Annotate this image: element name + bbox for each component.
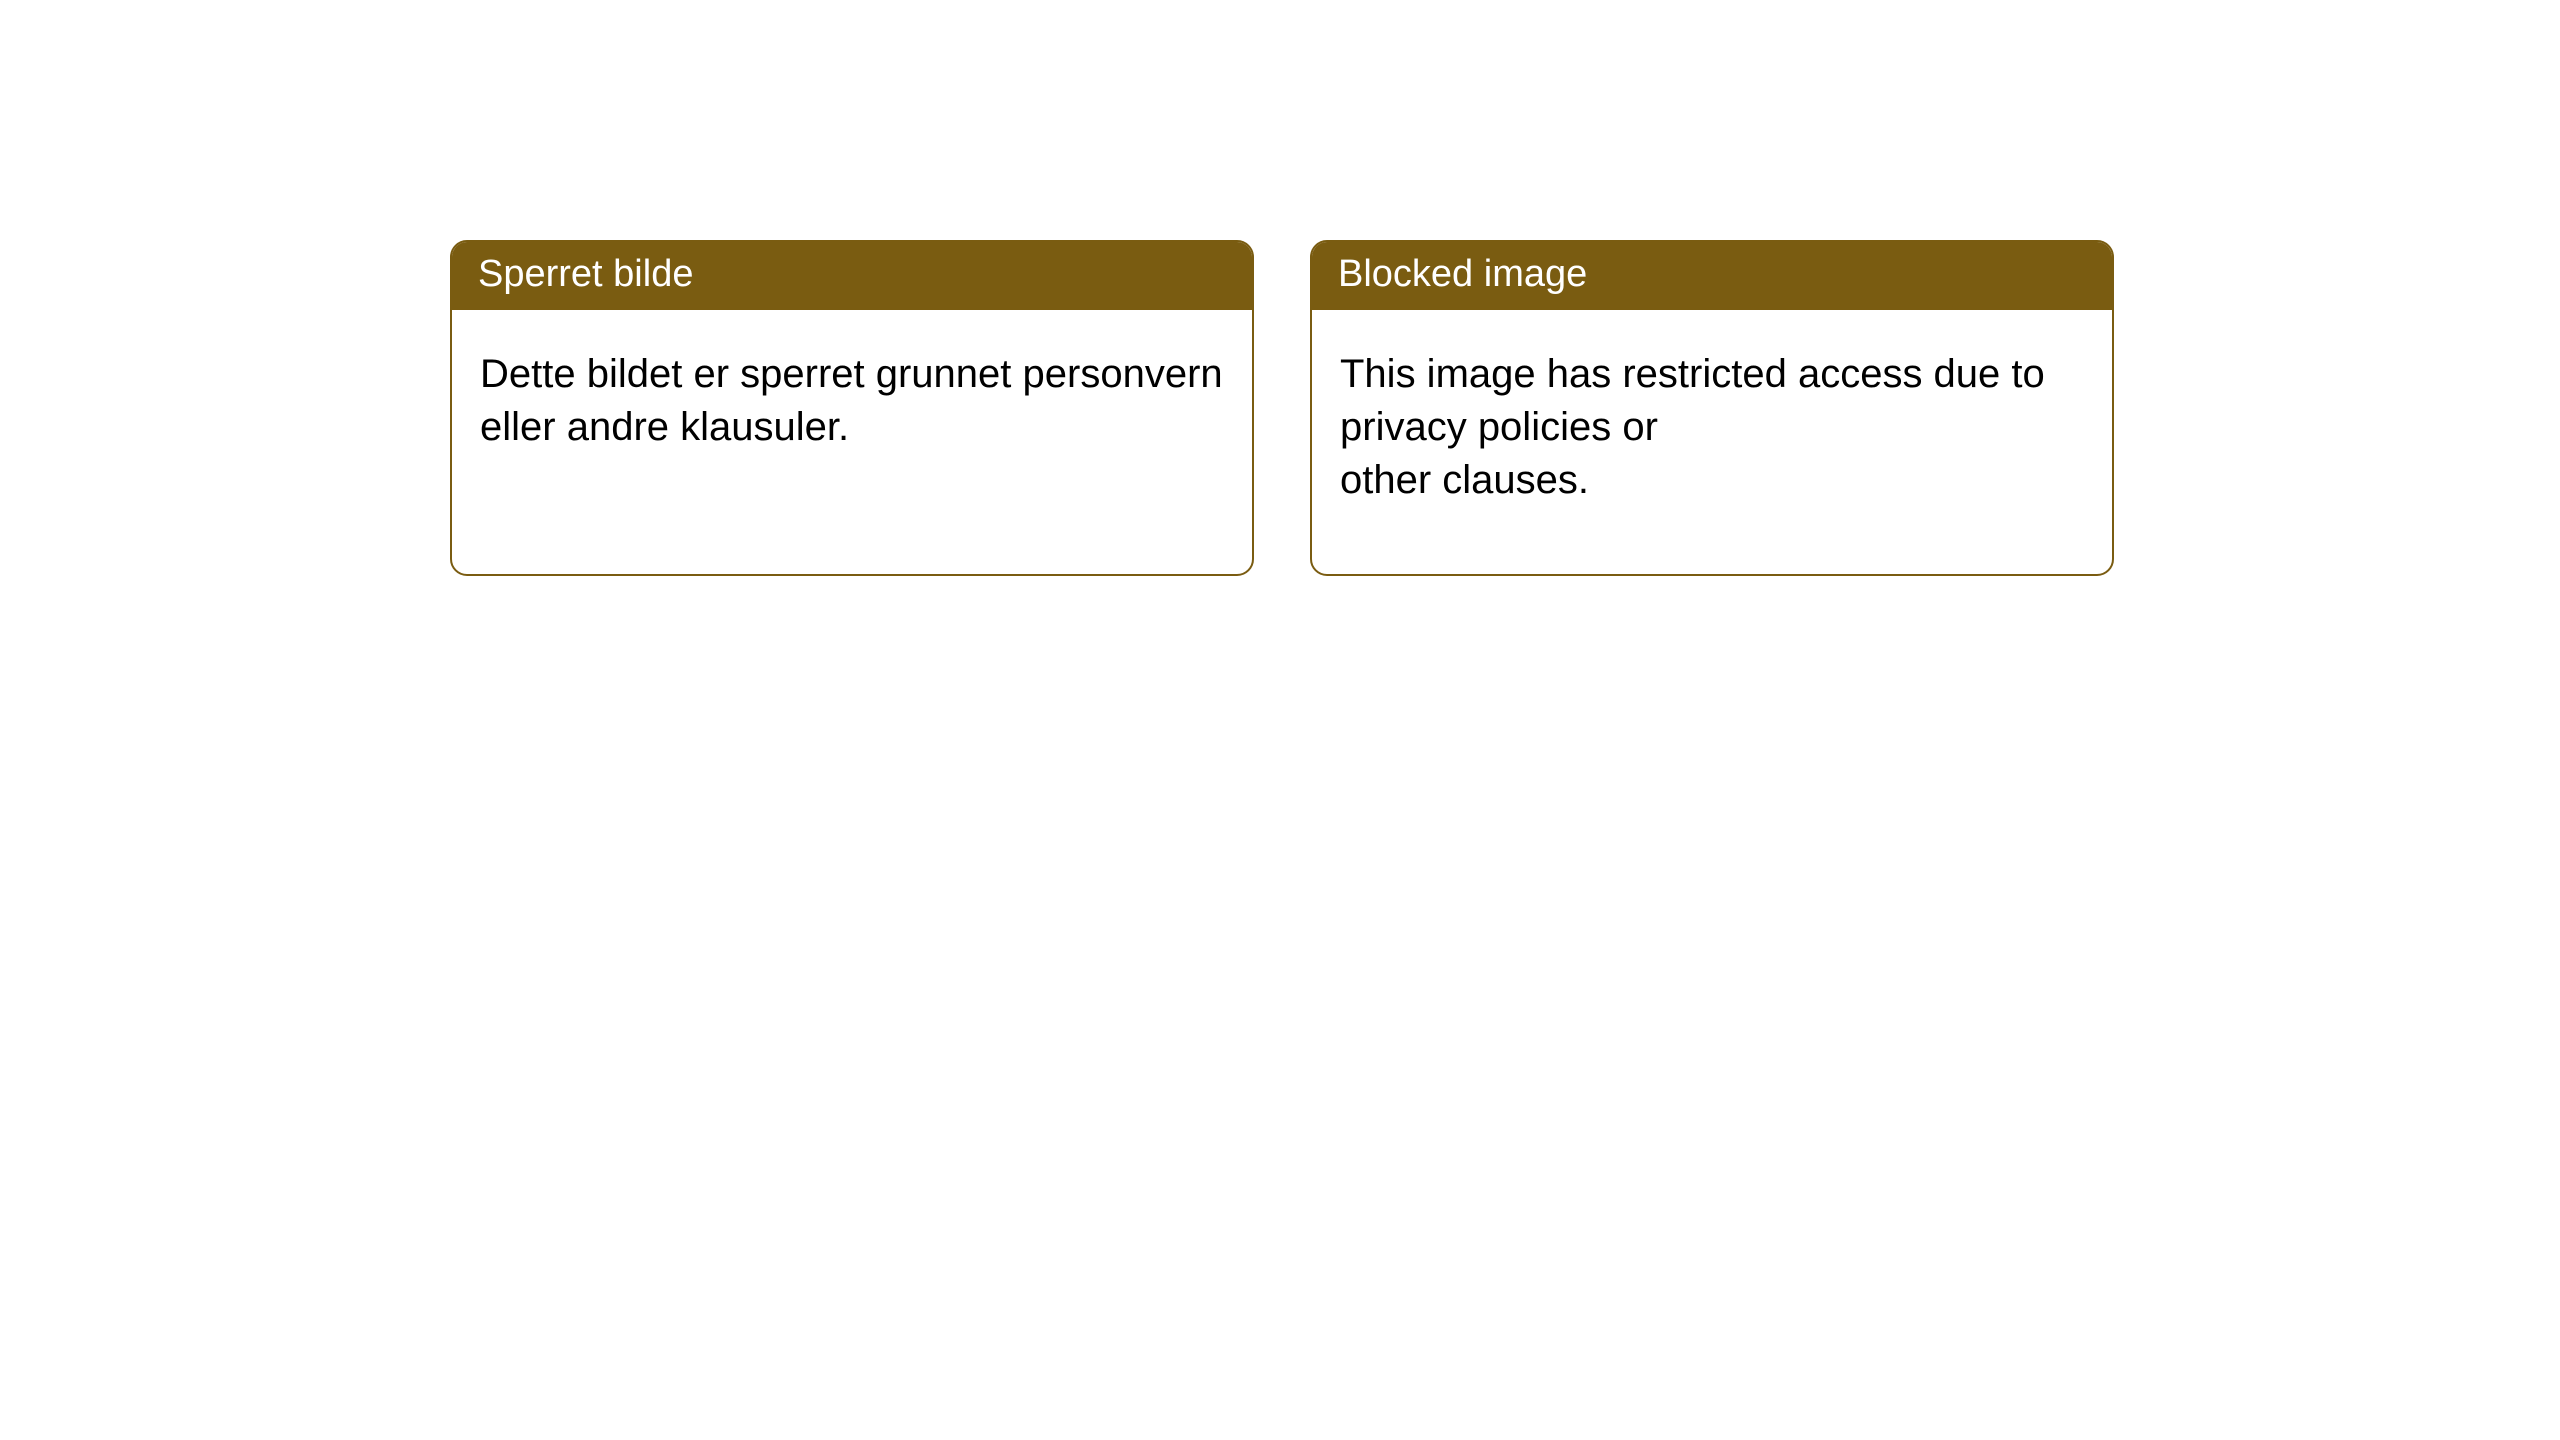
notice-body: Dette bildet er sperret grunnet personve… (452, 310, 1252, 482)
notice-container: Sperret bilde Dette bildet er sperret gr… (450, 240, 2114, 576)
notice-card-english: Blocked image This image has restricted … (1310, 240, 2114, 576)
notice-card-norwegian: Sperret bilde Dette bildet er sperret gr… (450, 240, 1254, 576)
notice-body: This image has restricted access due to … (1312, 310, 2112, 536)
notice-title: Blocked image (1312, 242, 2112, 310)
notice-title: Sperret bilde (452, 242, 1252, 310)
